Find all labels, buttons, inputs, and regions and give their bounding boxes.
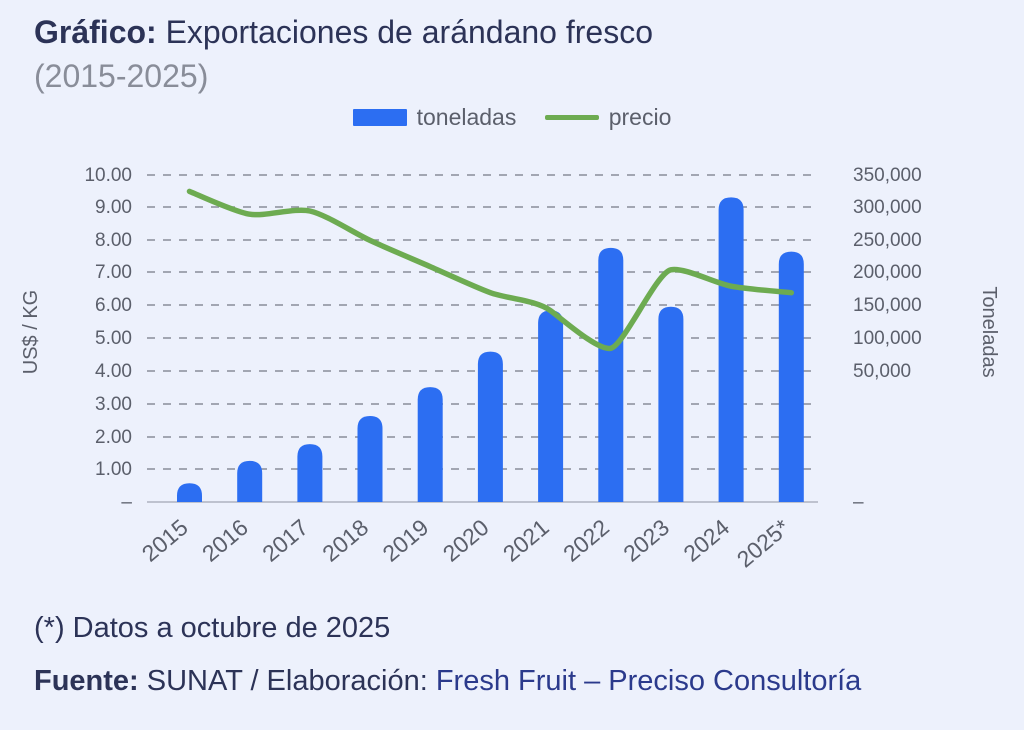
svg-text:2024: 2024 bbox=[678, 514, 734, 567]
svg-text:3.00: 3.00 bbox=[95, 394, 132, 415]
svg-text:2019: 2019 bbox=[378, 514, 434, 567]
svg-text:2016: 2016 bbox=[197, 514, 253, 567]
svg-text:–: – bbox=[853, 492, 864, 513]
svg-text:250,000: 250,000 bbox=[853, 230, 922, 251]
svg-text:1.00: 1.00 bbox=[95, 459, 132, 480]
svg-text:2018: 2018 bbox=[317, 514, 373, 567]
svg-text:–: – bbox=[121, 492, 132, 513]
svg-text:2.00: 2.00 bbox=[95, 427, 132, 448]
svg-text:2025*: 2025* bbox=[732, 514, 795, 573]
svg-text:2017: 2017 bbox=[257, 514, 313, 567]
svg-text:6.00: 6.00 bbox=[95, 295, 132, 316]
svg-text:150,000: 150,000 bbox=[853, 295, 922, 316]
svg-text:2022: 2022 bbox=[558, 514, 614, 567]
svg-text:100,000: 100,000 bbox=[853, 328, 922, 349]
svg-text:7.00: 7.00 bbox=[95, 262, 132, 283]
svg-text:Toneladas: Toneladas bbox=[978, 286, 1000, 377]
svg-text:50,000: 50,000 bbox=[853, 361, 911, 382]
svg-text:9.00: 9.00 bbox=[95, 197, 132, 218]
svg-text:350,000: 350,000 bbox=[853, 165, 922, 186]
svg-text:2015: 2015 bbox=[137, 514, 193, 567]
svg-text:US$ / KG: US$ / KG bbox=[20, 290, 42, 374]
svg-text:10.00: 10.00 bbox=[84, 165, 132, 186]
svg-text:2023: 2023 bbox=[618, 514, 674, 567]
svg-text:200,000: 200,000 bbox=[853, 262, 922, 283]
svg-text:300,000: 300,000 bbox=[853, 197, 922, 218]
svg-text:2021: 2021 bbox=[498, 514, 554, 567]
svg-text:2020: 2020 bbox=[438, 514, 494, 567]
svg-text:5.00: 5.00 bbox=[95, 328, 132, 349]
svg-text:8.00: 8.00 bbox=[95, 230, 132, 251]
svg-text:4.00: 4.00 bbox=[95, 361, 132, 382]
